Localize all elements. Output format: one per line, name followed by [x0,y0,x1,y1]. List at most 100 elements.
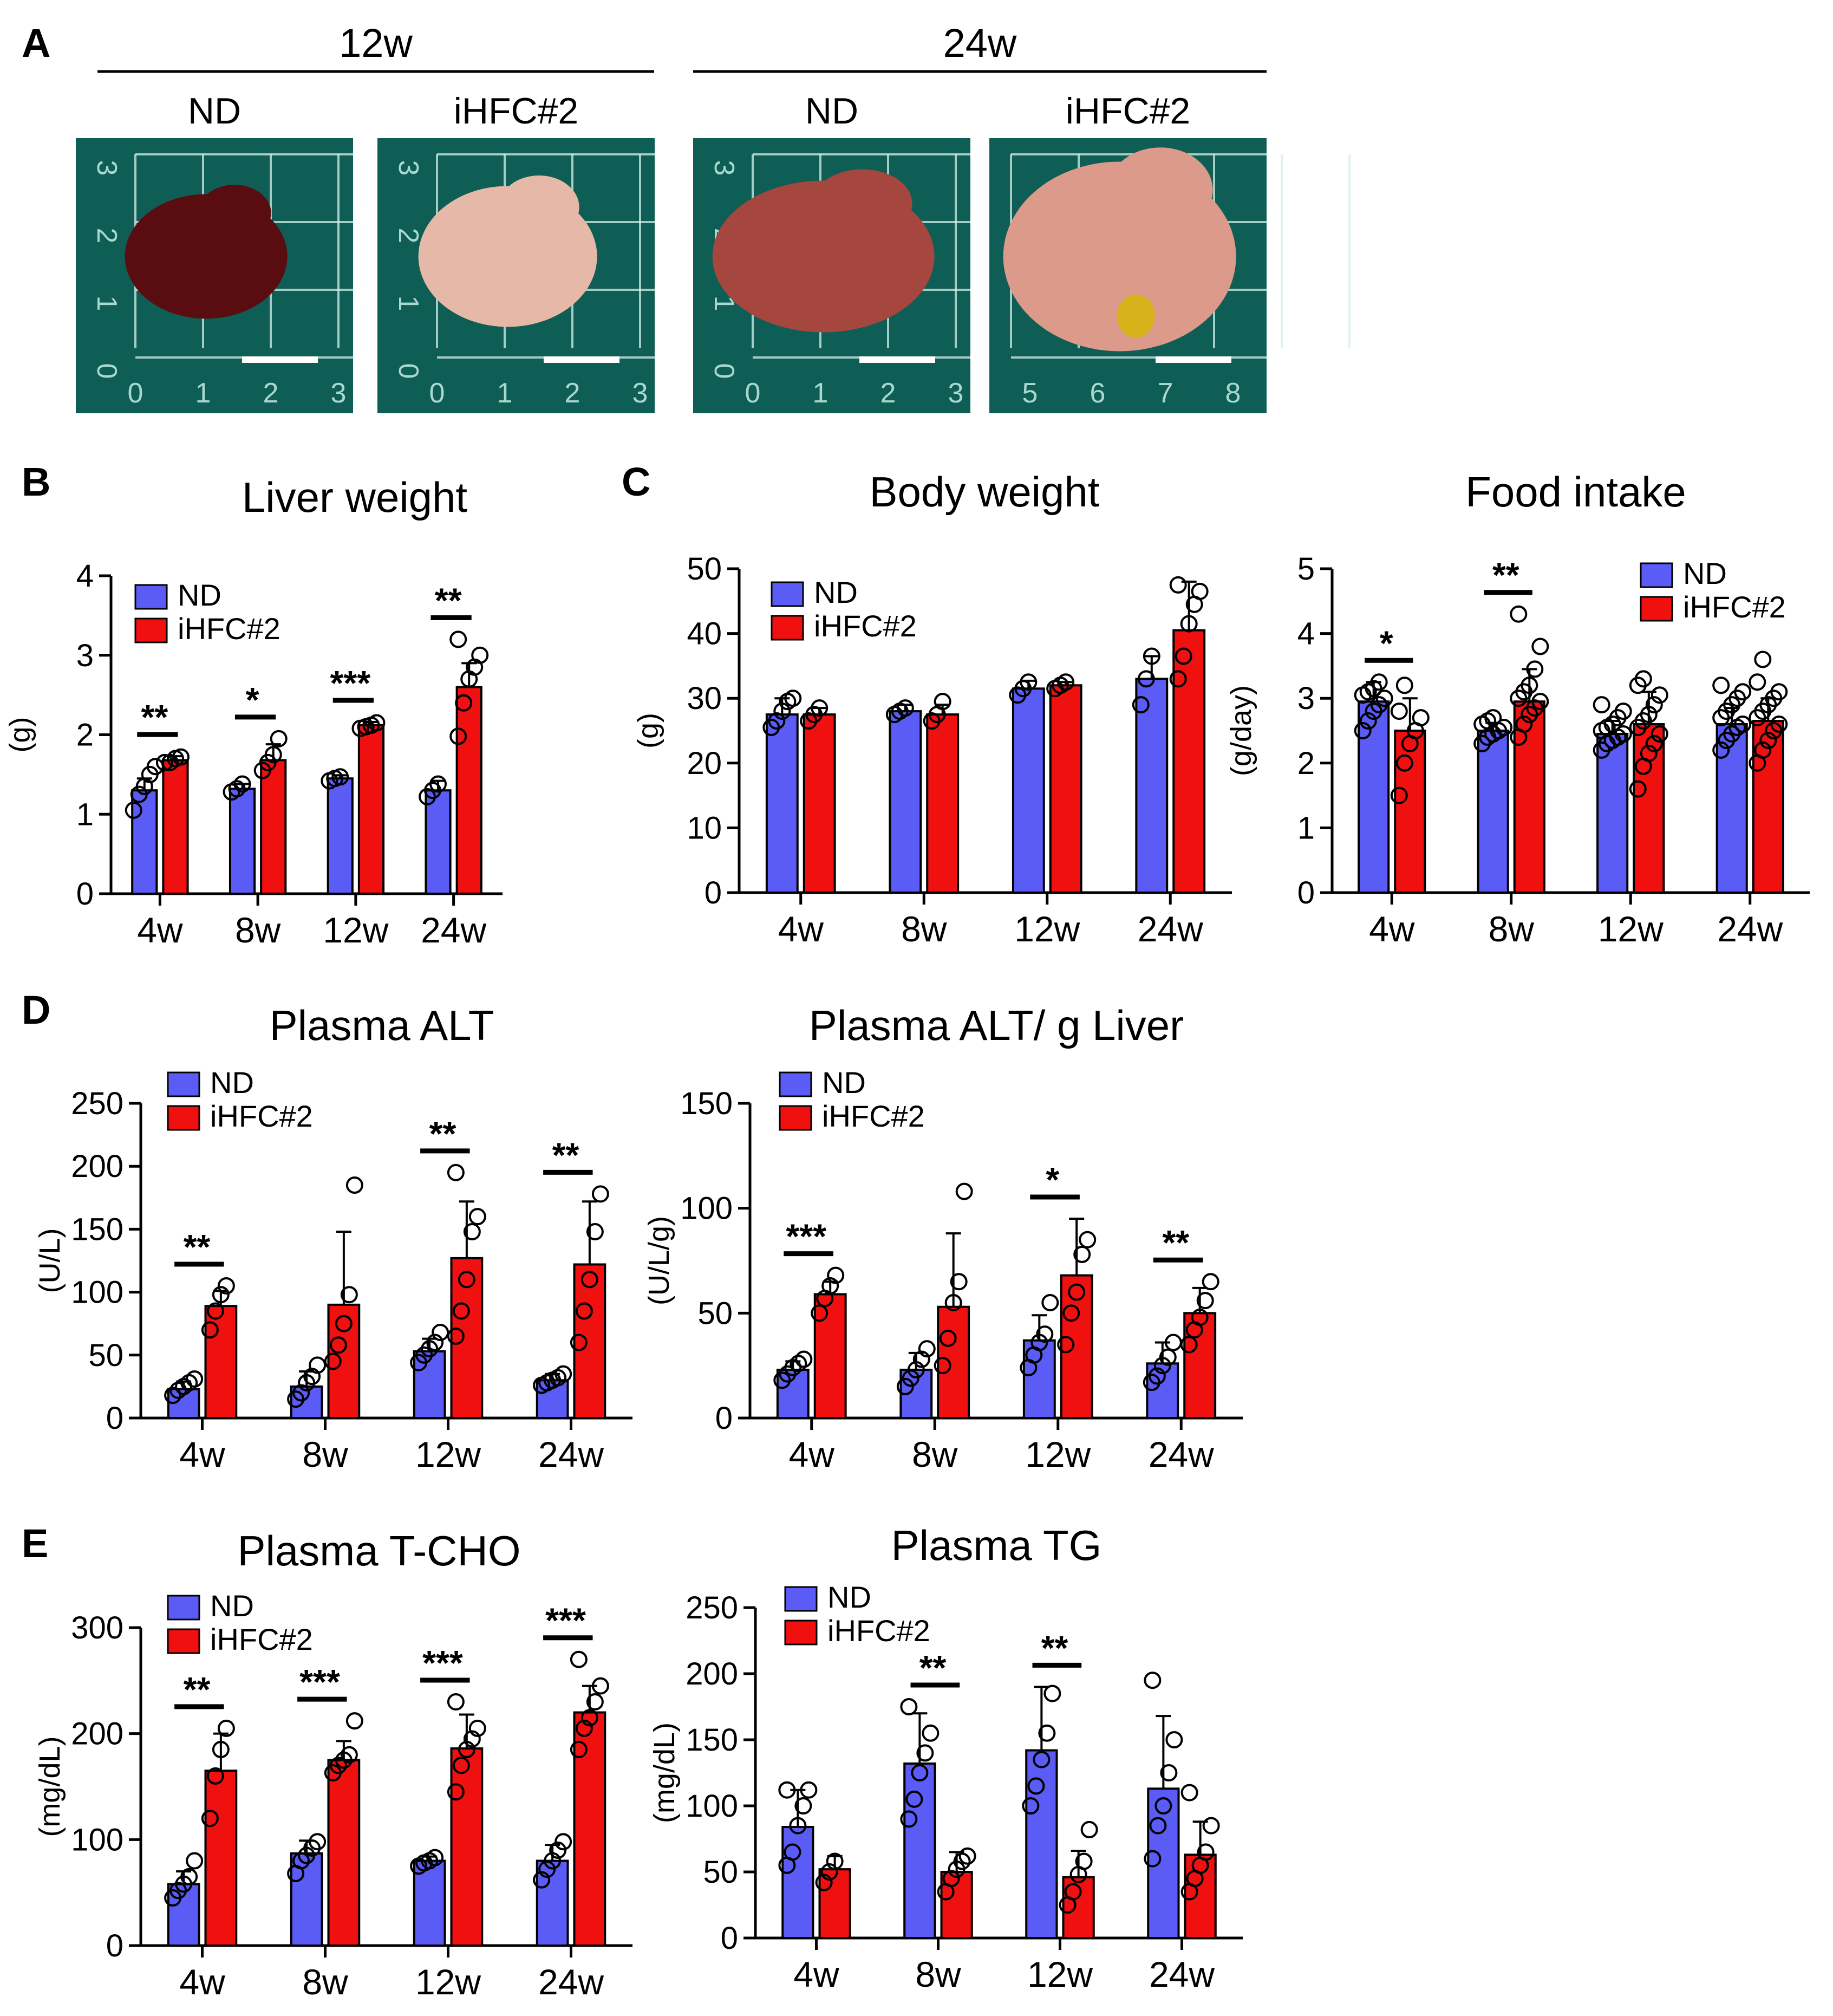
data-point [1412,709,1430,727]
data-point [580,1709,598,1727]
data-point [164,1387,182,1404]
data-point [896,699,914,717]
panel-letter-a: A [22,21,50,66]
data-point [449,727,467,745]
legend-swatch-nd [167,1071,200,1097]
panel-letter-b: B [22,459,50,504]
legend-swatch-ihfc [1640,596,1673,622]
y-axis-label: (g) [4,717,36,753]
data-point [533,1871,551,1889]
scale-bar [544,356,619,363]
data-point [125,801,142,819]
data-point [1169,576,1187,594]
data-point [905,1790,923,1808]
x-tick-label: 8w [901,909,947,949]
bar-nd-24w [425,789,452,895]
data-point [452,1757,470,1774]
y-tick-label: 2 [1297,746,1315,781]
ruler-number: 3 [393,160,424,176]
data-point [586,1693,604,1711]
photo-label: ND [805,90,858,132]
data-point [155,753,173,771]
bar-ihfc-8w [940,1871,973,1939]
panel-letters: A B C D E [22,21,650,1566]
data-point [1614,725,1632,743]
x-tick-label: 12w [1014,909,1080,949]
chart-food: Food intake 0 1 2 3 4 5 (g/day) 4w * 8w ** 12w 24w NDi… [1225,468,1810,949]
data-point [264,746,282,764]
group-label-12w: 12w [339,21,413,66]
y-tick-label: 3 [76,638,94,673]
legend-swatch-ihfc [779,1105,812,1131]
bar-nd-4w [781,1826,814,1940]
legend-label-ihfc: iHFC#2 [210,1622,313,1656]
x-tick-label: 24w [538,1962,604,2002]
data-point [1359,712,1377,730]
data-point [340,1286,358,1304]
data-point [1080,1820,1098,1838]
scale-bar [1156,356,1231,363]
legend-swatch-nd [1640,562,1673,588]
ruler-number: 1 [91,296,122,311]
scale-bar [859,356,935,363]
y-tick-label: 100 [680,1191,733,1226]
significance-stars: *** [330,664,371,703]
data-point [1515,716,1533,733]
significance-stars: ** [184,1227,211,1266]
significance-stars: * [1380,623,1393,662]
data-point [907,1361,925,1378]
data-point [1041,1293,1059,1311]
y-tick-label: 200 [686,1656,738,1692]
x-tick-label: 8w [912,1434,958,1474]
y-tick-label: 50 [687,551,722,587]
y-tick-label: 250 [71,1086,123,1121]
chart-title: Liver weight [242,473,468,521]
data-point [778,1781,796,1799]
y-tick-label: 100 [686,1789,738,1824]
y-tick-label: 0 [705,875,722,911]
data-point [575,1719,593,1737]
significance-stars: *** [299,1662,340,1701]
data-point [768,712,786,730]
bar-nd-12w [413,1859,446,1947]
x-tick-label: 4w [789,1434,835,1474]
ruler-number: 6 [1090,378,1106,409]
data-point [1191,582,1209,600]
x-tick-label: 4w [179,1434,225,1474]
ruler-number: 0 [708,363,740,379]
charts-layer: Liver weight01234(g)4w**8w*12w***24w**ND… [4,468,1810,2002]
data-point [212,1741,230,1759]
legend-label-nd: ND [827,1580,871,1614]
data-point [900,1810,918,1828]
bar-ihfc-8w [327,1303,361,1420]
x-tick-label: 8w [302,1434,348,1474]
data-point [309,1833,327,1851]
x-tick-label: 4w [778,909,824,949]
data-point [784,690,802,707]
data-point [912,1350,930,1368]
panel-letter-d: D [22,987,50,1032]
data-point [773,703,791,720]
data-point [815,1874,833,1891]
y-tick-label: 0 [721,1921,738,1956]
legend-swatch-ihfc [167,1628,200,1654]
data-point [1137,670,1155,688]
ruler-number: 2 [393,228,424,244]
group-label-24w: 24w [943,21,1017,66]
chart-tg: Plasma TG 0 50 100 150 200 250 (mg/dL) 4w 8w ** 12w… [648,1521,1243,1994]
significance-stars: ** [141,698,168,737]
data-point [800,1781,818,1799]
bar-ihfc-24w [1183,1312,1217,1419]
y-tick-label: 0 [1297,875,1315,911]
legend-label-ihfc: iHFC#2 [822,1099,925,1133]
bar-ihfc-8w [1513,700,1545,894]
legend-label-ihfc: iHFC#2 [827,1614,930,1648]
data-point [811,1304,829,1322]
significance-stars: ** [435,581,462,620]
y-tick-label: 0 [106,1401,123,1436]
data-point [934,1357,951,1375]
data-point [570,1650,588,1668]
legend-swatch-nd [779,1071,812,1097]
x-tick-label: 12w [1027,1954,1093,1994]
panel-a-photos: 12wND32100123iHFC#23210012324wND32100123… [76,21,1351,413]
